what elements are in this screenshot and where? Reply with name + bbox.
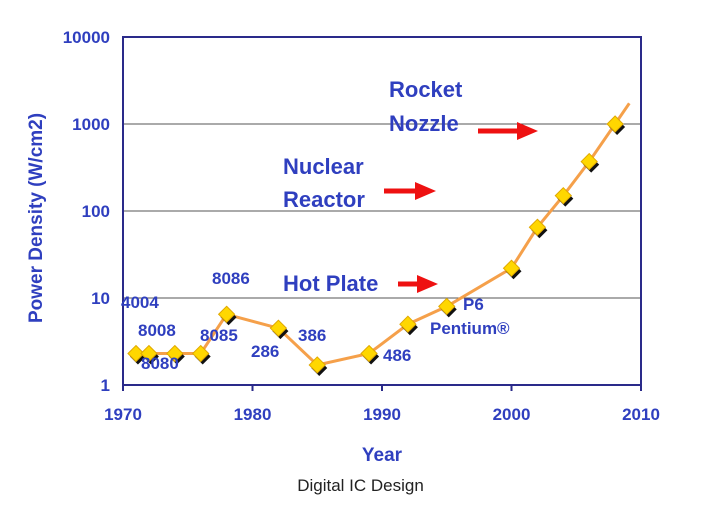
grid-lines <box>123 123 641 299</box>
annotation-nuclear: Nuclear <box>283 154 364 179</box>
series-markers <box>127 115 626 376</box>
arrow-nuclear-reactor <box>384 182 436 200</box>
series-line <box>135 102 631 367</box>
data-point-marker <box>166 344 184 363</box>
annotation-rocket: Rocket <box>389 77 463 102</box>
y-tick-label: 1 <box>101 376 110 395</box>
data-point-marker <box>606 115 624 133</box>
annotation-reactor: Reactor <box>283 187 365 212</box>
data-point-marker <box>528 218 547 236</box>
y-tick-labels: 1 10 100 1000 10000 <box>63 28 110 395</box>
label-8085: 8085 <box>200 326 238 345</box>
x-tick-label: 1980 <box>234 405 272 424</box>
x-tick-label: 1990 <box>363 405 401 424</box>
x-tick-labels: 1970 1980 1990 2000 2010 <box>104 385 660 424</box>
arrow-hot-plate <box>398 275 438 293</box>
label-486: 486 <box>383 346 411 365</box>
data-point-marker <box>269 319 288 337</box>
data-point-marker <box>399 315 417 333</box>
label-p6: P6 <box>463 295 484 314</box>
data-point-marker <box>554 186 573 205</box>
arrow-rocket-nozzle <box>478 122 538 140</box>
annotation-hot-plate: Hot Plate <box>283 271 378 296</box>
label-pentium: Pentium® <box>430 319 510 338</box>
x-tick-label: 2010 <box>622 405 660 424</box>
label-8080: 8080 <box>141 354 179 373</box>
data-point-marker <box>502 259 521 277</box>
label-8086: 8086 <box>212 269 250 288</box>
data-point-marker <box>308 356 326 374</box>
y-axis-title: Power Density (W/cm2) <box>26 113 47 323</box>
data-point-marker <box>360 344 378 363</box>
y-tick-label: 100 <box>82 202 110 221</box>
data-point-marker <box>580 152 598 171</box>
data-point-marker <box>438 297 456 316</box>
label-4004: 4004 <box>121 293 159 312</box>
annotation-nozzle: Nozzle <box>389 111 459 136</box>
label-286: 286 <box>251 342 279 361</box>
x-axis-title: Year <box>362 445 403 466</box>
y-tick-label: 10000 <box>63 28 110 47</box>
x-tick-label: 1970 <box>104 405 142 424</box>
label-8008: 8008 <box>138 321 176 340</box>
x-tick-label: 2000 <box>493 405 531 424</box>
data-point-marker <box>217 305 236 323</box>
power-density-chart: 1 10 100 1000 10000 1970 1980 1990 2000 2010 Yea… <box>26 28 660 466</box>
label-386: 386 <box>298 326 326 345</box>
y-tick-label: 10 <box>91 289 110 308</box>
caption: Digital IC Design <box>297 476 424 495</box>
data-point-marker <box>127 344 145 363</box>
y-tick-label: 1000 <box>72 115 110 134</box>
data-point-marker <box>140 344 158 363</box>
data-point-marker <box>191 344 210 363</box>
